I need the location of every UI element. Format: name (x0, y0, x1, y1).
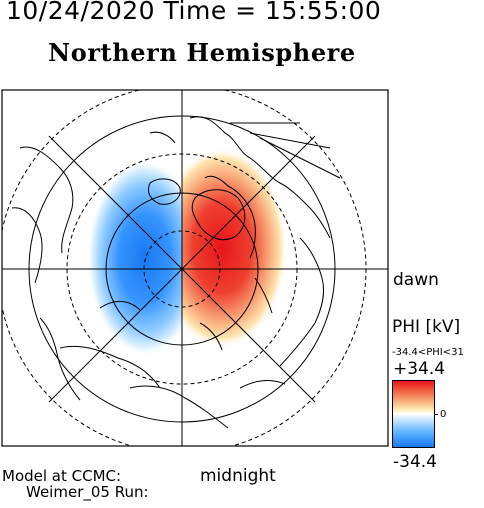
meridian-lines (2, 90, 388, 446)
colorbar-zero-tick (435, 414, 438, 415)
colorbar-title: PHI [kV] (392, 317, 461, 337)
hemisphere-title: Northern Hemisphere (48, 38, 356, 67)
model-label: Model at CCMC: (2, 467, 122, 485)
positive-potential-cell (182, 148, 287, 348)
run-label: Weimer_05 Run: (26, 483, 149, 501)
colorbar-max: +34.4 (393, 359, 446, 379)
polar-map (1, 89, 389, 447)
coastlines (11, 116, 341, 429)
colorbar-range: -34.4<PHI<31 (392, 347, 464, 358)
colorbar-zero: 0 (440, 409, 447, 420)
date-time-header: 10/24/2020 Time = 15:55:00 (6, 0, 382, 25)
dawn-label: dawn (393, 270, 439, 290)
midnight-label: midnight (200, 466, 276, 486)
colorbar (392, 380, 435, 448)
negative-potential-cell (87, 160, 182, 356)
colorbar-min: -34.4 (393, 452, 437, 472)
